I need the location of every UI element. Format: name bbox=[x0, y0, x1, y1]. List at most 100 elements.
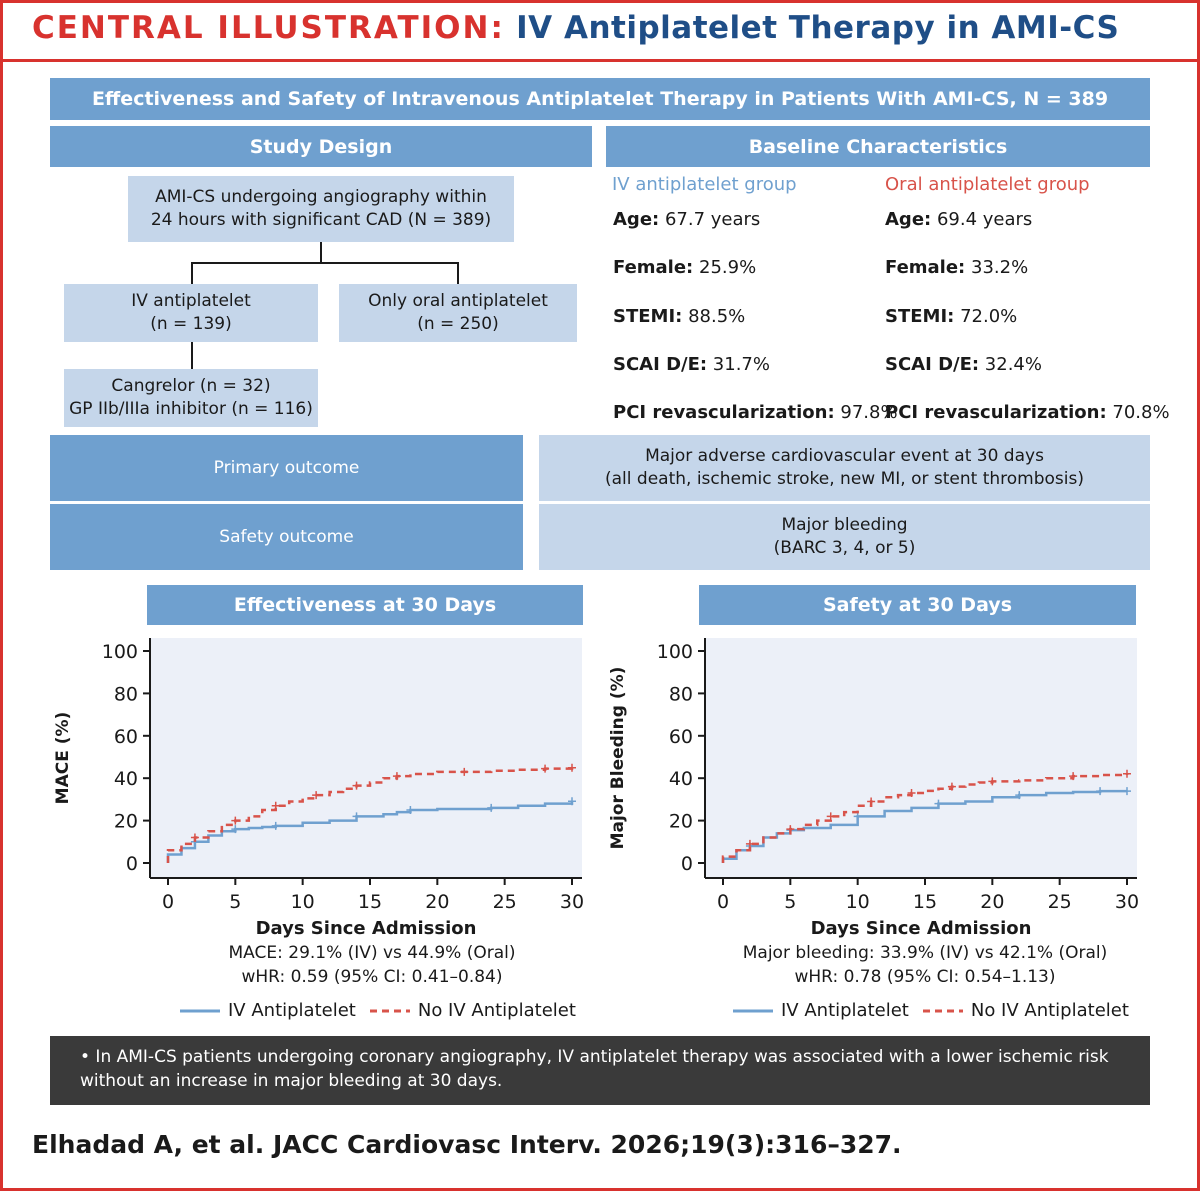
chart-2-legend: IV Antiplatelet No IV Antiplatelet bbox=[733, 1000, 1129, 1021]
primary-outcome-box: Major adverse cardiovascular event at 30… bbox=[539, 435, 1150, 501]
cohort-line-1: AMI-CS undergoing angiography within bbox=[155, 187, 487, 207]
censor-mark bbox=[988, 777, 997, 786]
censor-mark bbox=[460, 767, 469, 776]
x-tick-label: 25 bbox=[493, 891, 517, 913]
censor-mark bbox=[907, 789, 916, 798]
safety-outcome-line-1: Major bleeding bbox=[781, 515, 908, 535]
censor-mark bbox=[392, 772, 401, 781]
oral-series-line bbox=[721, 773, 1129, 863]
safety-outcome-line-2: (BARC 3, 4, or 5) bbox=[773, 538, 916, 558]
citation: Elhadad A, et al. JACC Cardiovasc Interv… bbox=[32, 1130, 902, 1159]
study-design-heading: Study Design bbox=[50, 126, 592, 167]
y-tick-label: 0 bbox=[681, 853, 693, 875]
censor-mark bbox=[1123, 769, 1131, 778]
oral-stat-age: Age: 69.4 years bbox=[885, 209, 1033, 230]
legend-iv-swatch bbox=[733, 1009, 773, 1012]
iv-group-heading: IV antiplatelet group bbox=[612, 174, 797, 195]
y-tick-label: 80 bbox=[114, 683, 138, 705]
legend-oral-label: No IV Antiplatelet bbox=[417, 1000, 576, 1021]
x-axis-label: Days Since Admission bbox=[811, 918, 1032, 939]
x-axis-label: Days Since Admission bbox=[256, 918, 477, 939]
primary-outcome-line-2: (all death, ischemic stroke, new MI, or … bbox=[605, 469, 1084, 489]
y-tick-label: 40 bbox=[114, 768, 138, 790]
oral-arm-line-2: (n = 250) bbox=[417, 314, 499, 334]
legend-oral-swatch bbox=[922, 1009, 963, 1012]
oral-group-heading: Oral antiplatelet group bbox=[885, 174, 1090, 195]
censor-mark bbox=[1069, 772, 1078, 781]
x-tick-label: 30 bbox=[1115, 891, 1139, 913]
cohort-line-2: 24 hours with significant CAD (N = 389) bbox=[150, 210, 492, 230]
chart-2-caption: Major bleeding: 33.9% (IV) vs 42.1% (Ora… bbox=[720, 941, 1130, 989]
iv-arm-line-2: (n = 139) bbox=[150, 314, 232, 334]
safety-outcome-label: Safety outcome bbox=[50, 504, 523, 570]
censor-mark bbox=[568, 797, 576, 806]
y-tick-label: 100 bbox=[102, 641, 138, 663]
iv-stat-stemi: STEMI: 88.5% bbox=[613, 306, 746, 327]
censor-mark bbox=[947, 782, 956, 791]
legend-iv-label: IV Antiplatelet bbox=[228, 1000, 356, 1021]
censor-mark bbox=[312, 791, 321, 800]
iv-subgroups-box: Cangrelor (n = 32) GP IIb/IIIa inhibitor… bbox=[64, 369, 318, 427]
censor-mark bbox=[352, 812, 361, 821]
subgroup-line-2: GP IIb/IIIa inhibitor (n = 116) bbox=[69, 399, 313, 419]
oral-stat-female: Female: 33.2% bbox=[885, 257, 1029, 278]
y-axis-label: MACE (%) bbox=[53, 712, 73, 805]
plot-area bbox=[705, 638, 1137, 878]
primary-outcome-line-1: Major adverse cardiovascular event at 30… bbox=[645, 446, 1044, 466]
x-tick-label: 10 bbox=[291, 891, 315, 913]
chart-2-caption-line-1: Major bleeding: 33.9% (IV) vs 42.1% (Ora… bbox=[742, 943, 1108, 963]
chart-1-title: Effectiveness at 30 Days bbox=[147, 585, 583, 625]
oral-stat-stemi: STEMI: 72.0% bbox=[885, 306, 1018, 327]
iv-stat-pci: PCI revascularization: 97.8% bbox=[613, 402, 898, 423]
censor-mark bbox=[745, 839, 754, 848]
censor-mark bbox=[786, 825, 795, 834]
cohort-box: AMI-CS undergoing angiography within 24 … bbox=[128, 176, 514, 242]
y-tick-label: 60 bbox=[669, 726, 693, 748]
chart-1-legend: IV Antiplatelet No IV Antiplatelet bbox=[180, 1000, 576, 1021]
title-text: IV Antiplatelet Therapy in AMI-CS bbox=[516, 10, 1120, 46]
y-tick-label: 20 bbox=[114, 811, 138, 833]
title-rule bbox=[3, 59, 1197, 62]
iv-arm-line-1: IV antiplatelet bbox=[131, 291, 251, 311]
connector-split bbox=[191, 262, 459, 264]
x-tick-label: 5 bbox=[784, 891, 796, 913]
y-tick-label: 40 bbox=[669, 768, 693, 790]
censor-mark bbox=[231, 816, 240, 825]
connector-sub bbox=[191, 342, 193, 369]
x-tick-label: 5 bbox=[229, 891, 241, 913]
chart-1-caption-line-1: MACE: 29.1% (IV) vs 44.9% (Oral) bbox=[228, 943, 516, 963]
iv-stat-scai: SCAI D/E: 31.7% bbox=[613, 354, 770, 375]
censor-mark bbox=[826, 812, 835, 821]
iv-series-line bbox=[721, 789, 1127, 863]
y-tick-label: 80 bbox=[669, 683, 693, 705]
page-title: CENTRAL ILLUSTRATION: IV Antiplatelet Th… bbox=[32, 10, 1119, 46]
iv-stat-age: Age: 67.7 years bbox=[613, 209, 761, 230]
censor-mark bbox=[1096, 787, 1105, 796]
censor-mark bbox=[934, 799, 943, 808]
censor-mark bbox=[1015, 791, 1024, 800]
y-tick-label: 20 bbox=[669, 811, 693, 833]
censor-mark bbox=[487, 803, 496, 812]
censor-mark bbox=[190, 833, 199, 842]
chart-1-caption-line-2: wHR: 0.59 (95% CI: 0.41–0.84) bbox=[241, 967, 503, 987]
oral-arm-box: Only oral antiplatelet (n = 250) bbox=[339, 284, 577, 342]
y-tick-label: 100 bbox=[657, 641, 693, 663]
x-tick-label: 20 bbox=[425, 891, 449, 913]
x-tick-label: 25 bbox=[1048, 891, 1072, 913]
x-tick-label: 15 bbox=[358, 891, 382, 913]
x-tick-label: 15 bbox=[913, 891, 937, 913]
legend-iv-label: IV Antiplatelet bbox=[781, 1000, 909, 1021]
oral-arm-line-1: Only oral antiplatelet bbox=[368, 291, 548, 311]
x-tick-label: 30 bbox=[560, 891, 584, 913]
safety-outcome-box: Major bleeding (BARC 3, 4, or 5) bbox=[539, 504, 1150, 570]
x-tick-label: 20 bbox=[980, 891, 1004, 913]
legend-oral-swatch bbox=[369, 1009, 410, 1012]
legend-oral-label: No IV Antiplatelet bbox=[970, 1000, 1129, 1021]
iv-arm-box: IV antiplatelet (n = 139) bbox=[64, 284, 318, 342]
legend-iv-swatch bbox=[180, 1009, 220, 1012]
censor-mark bbox=[352, 781, 361, 790]
banner: Effectiveness and Safety of Intravenous … bbox=[50, 78, 1150, 120]
connector-right bbox=[457, 262, 459, 284]
primary-outcome-label: Primary outcome bbox=[50, 435, 523, 501]
censor-mark bbox=[231, 825, 240, 834]
